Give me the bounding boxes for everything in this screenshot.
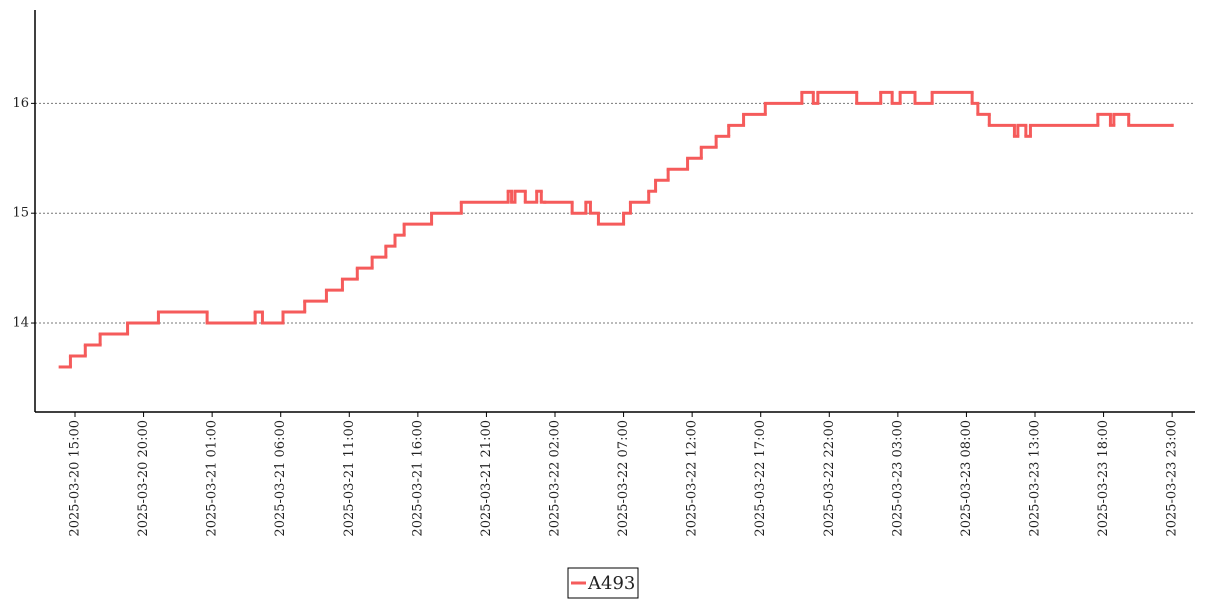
x-tick-label: 2025-03-20 15:00	[68, 420, 83, 537]
x-tick-label: 2025-03-21 01:00	[205, 420, 220, 537]
legend-label: A493	[587, 573, 635, 594]
legend: A493	[567, 567, 639, 599]
x-tick-label: 2025-03-23 03:00	[890, 420, 905, 537]
x-tick-label: 2025-03-21 06:00	[273, 420, 288, 537]
x-tick-label: 2025-03-22 07:00	[616, 420, 631, 537]
x-tick-label: 2025-03-23 13:00	[1028, 420, 1043, 537]
x-tick-label: 2025-03-20 20:00	[136, 420, 151, 537]
y-tick-label: 15	[12, 206, 29, 221]
x-tick-label: 2025-03-23 08:00	[959, 420, 974, 537]
x-tick-label: 2025-03-21 11:00	[342, 420, 357, 537]
x-tick-label: 2025-03-23 23:00	[1165, 420, 1180, 537]
x-tick-label: 2025-03-21 21:00	[479, 420, 494, 537]
x-tick-label: 2025-03-22 12:00	[685, 420, 700, 537]
x-tick-label: 2025-03-22 17:00	[753, 420, 768, 537]
x-tick-label: 2025-03-23 18:00	[1096, 420, 1111, 537]
y-tick-label: 14	[12, 316, 29, 331]
x-tick-label: 2025-03-22 02:00	[548, 420, 563, 537]
x-tick-label: 2025-03-21 16:00	[410, 420, 425, 537]
x-tick-label: 2025-03-22 22:00	[822, 420, 837, 537]
y-tick-label: 16	[12, 96, 29, 111]
